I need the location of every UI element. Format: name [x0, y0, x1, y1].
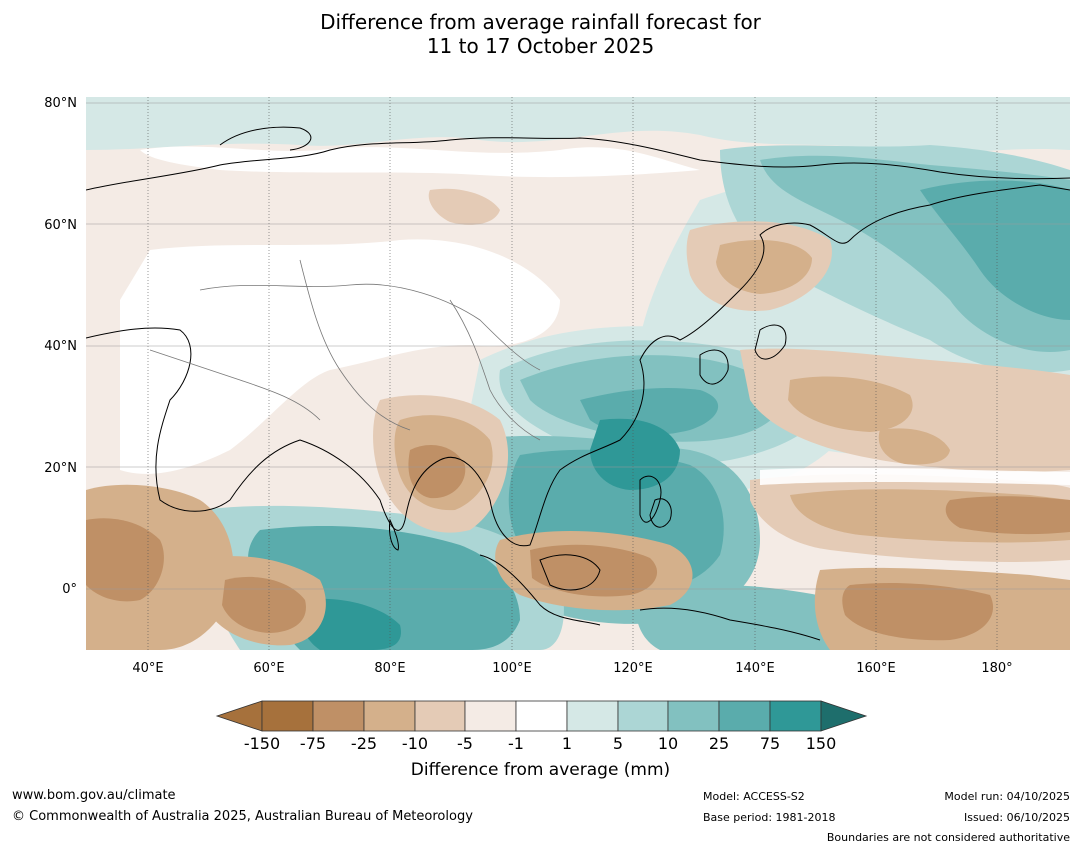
- colorbar-tick: -5: [457, 734, 473, 753]
- map-field: [86, 97, 1070, 650]
- colorbar-upper-arrow: [820, 700, 868, 732]
- colorbar-swatch-5: [464, 700, 517, 732]
- colorbar-tick: 75: [759, 734, 781, 753]
- region-siberia-dry: [428, 188, 500, 225]
- model-run-text: Model run: 04/10/2025: [944, 790, 1070, 803]
- region-manchuria-dry-2: [716, 239, 812, 294]
- colorbar-swatch-7: [566, 700, 619, 732]
- colorbar-swatch-6: [515, 700, 568, 732]
- colorbar: [215, 700, 868, 732]
- graticule: [147, 97, 998, 650]
- region-arctic-wet: [86, 97, 1070, 154]
- lon-axis-labels: 40°E 60°E 80°E 100°E 120°E 140°E 160°E 1…: [132, 661, 1012, 676]
- lon-label-160e: 160°E: [856, 661, 896, 676]
- lon-label-120e: 120°E: [613, 661, 653, 676]
- lat-label-80n: 80°N: [44, 96, 77, 111]
- title-line-1: Difference from average rainfall forecas…: [320, 10, 761, 34]
- lon-label-40e: 40°E: [132, 661, 163, 676]
- boundaries-note: Boundaries are not considered authoritat…: [826, 831, 1070, 844]
- title-line-2: 11 to 17 October 2025: [426, 34, 655, 58]
- colorbar-tick: 150: [805, 734, 837, 753]
- region-arabian-dry-2: [222, 576, 306, 633]
- colorbar-tick: -150: [243, 734, 281, 753]
- region-kazakh-neutral: [375, 268, 510, 323]
- lat-label-0: 0°: [62, 582, 77, 597]
- region-borneo-dry-2: [530, 544, 658, 597]
- website-link[interactable]: www.bom.gov.au/climate: [12, 788, 176, 803]
- colorbar-swatch-8: [617, 700, 669, 732]
- base-period-text: Base period: 1981-2018: [703, 811, 836, 824]
- issued-text: Issued: 06/10/2025: [963, 811, 1070, 824]
- colorbar-tick: -75: [299, 734, 327, 753]
- colorbar-tick: 1: [561, 734, 573, 753]
- lon-label-100e: 100°E: [492, 661, 532, 676]
- region-india-dry-3: [408, 445, 466, 499]
- region-maritime-wet: [636, 584, 859, 650]
- chart-title: Difference from average rainfall forecas…: [0, 10, 1081, 58]
- colorbar-tick: -1: [508, 734, 524, 753]
- colorbar-tick: 5: [612, 734, 624, 753]
- region-trop-pacific-dry-3: [945, 496, 1070, 535]
- lon-label-140e: 140°E: [735, 661, 775, 676]
- region-north-pacific-dry-2: [788, 376, 913, 432]
- region-scs-wet-3: [590, 418, 680, 490]
- colorbar-tick: 10: [657, 734, 679, 753]
- colorbar-tick: -10: [401, 734, 429, 753]
- region-africa-dry-2: [86, 518, 164, 602]
- lat-label-40n: 40°N: [44, 339, 77, 354]
- colorbar-label: Difference from average (mm): [410, 760, 671, 780]
- coastlines: [86, 126, 1070, 641]
- colorbar-swatch-9: [667, 700, 720, 732]
- region-north-pacific-dry-3: [878, 428, 950, 465]
- colorbar-lower-arrow: [215, 700, 263, 732]
- region-pacific-neutral-band: [760, 467, 1070, 485]
- colorbar-swatch-10: [718, 700, 771, 732]
- country-borders: [149, 259, 541, 441]
- colorbar-swatch-11: [769, 700, 822, 732]
- lat-label-60n: 60°N: [44, 218, 77, 233]
- lat-label-20n: 20°N: [44, 461, 77, 476]
- colorbar-tick: -25: [350, 734, 378, 753]
- colorbar-swatch-3: [363, 700, 416, 732]
- copyright-text: © Commonwealth of Australia 2025, Austra…: [12, 809, 473, 824]
- lon-label-180: 180°: [981, 661, 1012, 676]
- lat-axis-labels: 80°N 60°N 40°N 20°N 0°: [44, 96, 77, 597]
- colorbar-swatch-1: [261, 700, 314, 732]
- colorbar-swatch-2: [312, 700, 365, 732]
- model-text: Model: ACCESS-S2: [703, 790, 805, 803]
- region-sw-pacific-dry-2: [842, 583, 994, 641]
- lon-label-80e: 80°E: [374, 661, 405, 676]
- colorbar-swatch-4: [414, 700, 466, 732]
- region-north-neutral: [140, 146, 700, 178]
- lon-label-60e: 60°E: [253, 661, 284, 676]
- colorbar-tick: 25: [708, 734, 730, 753]
- region-pacific-wet-4: [920, 180, 1070, 320]
